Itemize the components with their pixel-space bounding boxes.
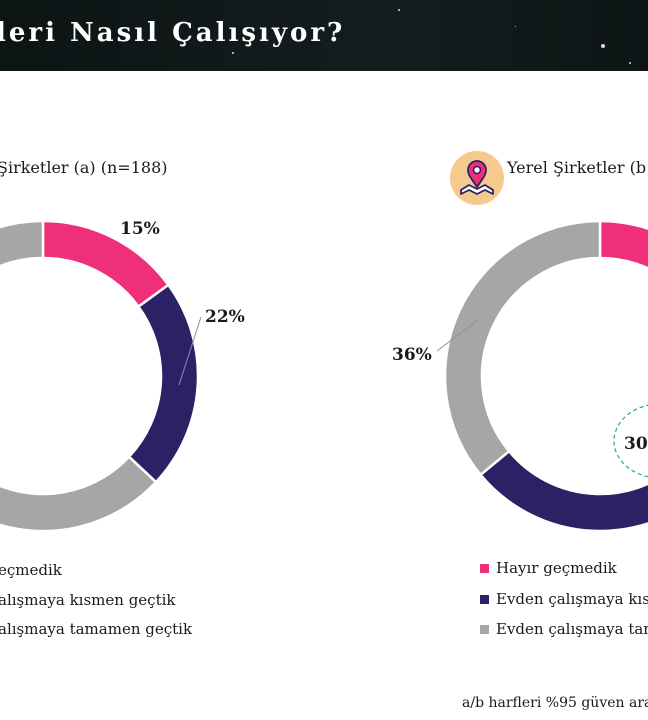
legend-label: Hayır geçmedik bbox=[496, 559, 617, 577]
donut-slice bbox=[598, 219, 648, 270]
legend-label: Evden çalışmaya tama bbox=[496, 620, 648, 638]
donut-slice bbox=[0, 219, 158, 533]
legend-swatch bbox=[480, 594, 489, 604]
donut-slice bbox=[127, 283, 200, 484]
star-decoration bbox=[232, 52, 234, 54]
legend-swatch bbox=[480, 563, 489, 573]
legend-label: alışmaya tamamen geçtik bbox=[0, 620, 193, 638]
legend-item: eçmedik bbox=[0, 561, 62, 579]
legend-item: Evden çalışmaya tama bbox=[480, 620, 648, 638]
donut-slice bbox=[443, 219, 602, 477]
chart-title-left: Şirketler (a) (n=188) bbox=[0, 158, 168, 177]
data-label: 36% bbox=[392, 345, 432, 365]
legend-item: alışmaya tamamen geçtik bbox=[0, 620, 192, 638]
star-decoration bbox=[629, 62, 631, 64]
legend-label: alışmaya kısmen geçtik bbox=[0, 591, 176, 609]
star-decoration bbox=[515, 26, 516, 27]
data-label: 22% bbox=[205, 307, 245, 327]
legend-swatch bbox=[480, 624, 489, 634]
data-label: 30 bbox=[624, 434, 648, 454]
leader-line bbox=[436, 319, 479, 352]
footnote: a/b harfleri %95 güven ara bbox=[462, 695, 648, 711]
page-title: leri Nasıl Çalışıyor? bbox=[0, 18, 346, 48]
legend-label: Evden çalışmaya kısm bbox=[496, 590, 648, 608]
chart-title-right: Yerel Şirketler (b bbox=[507, 158, 647, 177]
star-decoration bbox=[398, 9, 400, 11]
legend-label: eçmedik bbox=[0, 561, 62, 579]
header-banner: leri Nasıl Çalışıyor? bbox=[0, 0, 648, 71]
donut-slice bbox=[478, 449, 648, 533]
data-label: 15% bbox=[120, 219, 160, 239]
star-decoration bbox=[601, 44, 605, 48]
leader-line bbox=[178, 316, 202, 386]
location-map-icon bbox=[450, 151, 504, 205]
donut-chart-right bbox=[443, 219, 648, 533]
donut-chart-left bbox=[0, 219, 200, 533]
legend-item: alışmaya kısmen geçtik bbox=[0, 591, 176, 609]
legend-item: Hayır geçmedik bbox=[480, 559, 617, 577]
legend-item: Evden çalışmaya kısm bbox=[480, 590, 648, 608]
